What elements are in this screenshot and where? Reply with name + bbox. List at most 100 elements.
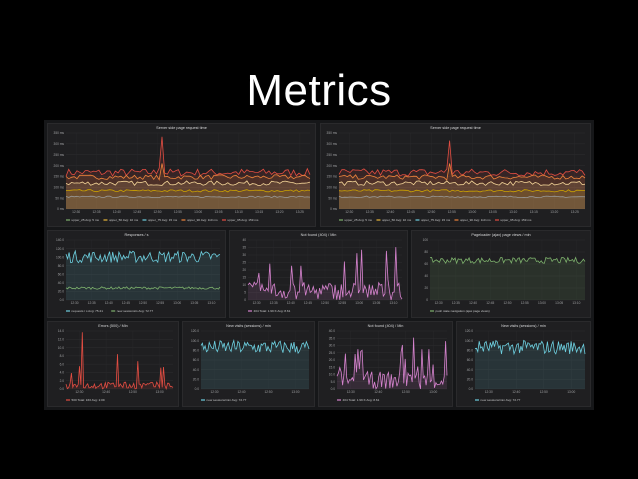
x-tick-label: 12:45 xyxy=(122,301,130,305)
panel-responses-per-second[interactable]: Responses / s 140.0 120.0 100.0 80.0 60.0 40.… xyxy=(47,230,226,318)
y-tick-label: 120.0 xyxy=(191,329,199,333)
y-tick-label: 0 xyxy=(244,298,246,302)
x-tick-label: 13:10 xyxy=(572,301,580,305)
x-tick-label: 12:40 xyxy=(113,210,121,214)
x-tick-label: 12:55 xyxy=(448,210,456,214)
series-line xyxy=(65,180,311,186)
series-fill xyxy=(339,196,585,209)
series-line xyxy=(338,189,586,193)
legend-label[interactable]: new sessions/min Avg: 72.77 xyxy=(481,398,521,402)
panel-title: Not found (404) / Min xyxy=(367,324,404,328)
y-tick-label: 10 xyxy=(242,283,246,287)
y-tick-label: 20.0 xyxy=(193,378,199,382)
y-tick-label: 20.0 xyxy=(58,290,64,294)
y-tick-label: 5.0 xyxy=(331,380,336,384)
series-line xyxy=(200,339,310,355)
y-tick-label: 60 xyxy=(424,262,428,266)
y-tick-label: 20.0 xyxy=(467,378,473,382)
series-fill xyxy=(201,340,309,389)
y-tick-label: 150 ms xyxy=(327,175,338,179)
series-line xyxy=(65,249,221,264)
y-tick-label: 40.0 xyxy=(58,281,64,285)
y-tick-label: 40.0 xyxy=(329,329,335,333)
panel-title: Server side page request time xyxy=(430,126,481,130)
legend-label[interactable]: new sessions/min Avg: 72.77 xyxy=(207,398,247,402)
series-line xyxy=(65,286,221,290)
y-tick-label: 100 ms xyxy=(54,185,65,189)
x-tick-label: 13:10 xyxy=(509,210,517,214)
x-tick-label: 12:50 xyxy=(154,210,162,214)
legend-label[interactable]: requests / s Avg: 75.21 xyxy=(72,309,104,313)
legend-label[interactable]: upper_75 Avg: 15 ms xyxy=(148,218,178,222)
x-tick-label: 13:00 xyxy=(156,390,164,394)
x-tick-label: 12:40 xyxy=(374,390,382,394)
x-tick-label: 12:30 xyxy=(347,390,355,394)
x-tick-label: 12:50 xyxy=(265,390,273,394)
series-fill xyxy=(475,340,585,389)
legend-label[interactable]: upper_50 Avg: 10 ms xyxy=(109,218,139,222)
legend-label[interactable]: push state navigation (ajax page views) xyxy=(436,309,490,313)
legend-label[interactable]: upper_90 Avg: 110 ms xyxy=(187,218,218,222)
panel-title: Responses / s xyxy=(124,233,149,237)
panel-request-time-1[interactable]: Server side page request time 350 ms 300 … xyxy=(47,123,316,227)
legend-label[interactable]: 404 Total: 1.99 K Avg: 8.61 xyxy=(343,398,380,402)
y-tick-label: 25.0 xyxy=(329,351,335,355)
x-tick-label: 13:10 xyxy=(235,210,243,214)
legend-label[interactable]: upper_95 Avg: 159 ms xyxy=(228,218,259,222)
panel-new-visits-1[interactable]: New visits (sessions) / min 120.0 100.0 80… xyxy=(182,321,315,407)
y-tick-label: 12.0 xyxy=(58,337,64,341)
series-fill xyxy=(339,140,585,209)
legend-label[interactable]: upper_25 Avg: 5 ms xyxy=(72,218,100,222)
x-tick-label: 12:45 xyxy=(407,210,415,214)
legend-label[interactable]: upper_25 Avg: 5 ms xyxy=(345,218,373,222)
panel-not-found-404[interactable]: Not found (404) / Min 40 35 30 25 20 15 10 5 0 12… xyxy=(229,230,408,318)
graph: 350 ms 300 ms 250 ms 200 ms 150 ms 100 ms 50 m… xyxy=(54,131,311,222)
x-tick-label: 13:15 xyxy=(530,210,538,214)
legend-label[interactable]: upper_90 Avg: 110 ms xyxy=(460,218,491,222)
y-tick-label: 0.0 xyxy=(469,387,474,391)
y-tick-label: 15 xyxy=(242,276,246,280)
x-tick-label: 12:45 xyxy=(133,210,141,214)
x-tick-label: 13:00 xyxy=(567,390,575,394)
panel-not-found-404-2[interactable]: Not found (404) / Min 40.0 35.0 30.0 25.0 20… xyxy=(318,321,453,407)
graph: 40.0 35.0 30.0 25.0 20.0 15.0 10.0 5.0 0.0 12:30 1… xyxy=(329,329,448,402)
x-tick-label: 12:40 xyxy=(512,390,520,394)
panel-errors-500[interactable]: Errors (500) / Min 14.0 12.0 10.0 8.0 6.0 4.0… xyxy=(47,321,179,407)
legend-label[interactable]: upper_95 Avg: 159 ms xyxy=(501,218,532,222)
panel-new-visits-2[interactable]: New visits (sessions) / min 120.0 100.0 80… xyxy=(456,321,591,407)
y-tick-label: 120.0 xyxy=(465,329,473,333)
series-line xyxy=(65,195,311,199)
x-tick-label: 12:50 xyxy=(402,390,410,394)
x-tick-label: 13:05 xyxy=(215,210,223,214)
y-tick-label: 0.0 xyxy=(195,387,200,391)
y-tick-label: 60.0 xyxy=(193,358,199,362)
x-tick-label: 12:55 xyxy=(338,301,346,305)
x-tick-label: 13:05 xyxy=(489,210,497,214)
graph: 120.0 100.0 80.0 60.0 40.0 20.0 0.0 12:30 12:40 1… xyxy=(465,329,586,402)
y-tick-label: 20.0 xyxy=(329,358,335,362)
y-tick-label: 200 ms xyxy=(54,164,65,168)
panel-pageloader-views[interactable]: Pageloader (ajax) page views / min 100 80… xyxy=(411,230,591,318)
series-line xyxy=(65,163,311,181)
y-tick-label: 6.0 xyxy=(60,362,65,366)
legend-label[interactable]: upper_75 Avg: 15 ms xyxy=(421,218,451,222)
y-tick-label: 40 xyxy=(242,238,246,242)
x-tick-label: 12:40 xyxy=(287,301,295,305)
series-fill xyxy=(66,189,310,209)
x-tick-label: 12:50 xyxy=(504,301,512,305)
x-tick-label: 12:40 xyxy=(238,390,246,394)
y-tick-label: 30 xyxy=(242,253,246,257)
y-tick-label: 50 ms xyxy=(55,196,64,200)
y-tick-label: 40.0 xyxy=(193,368,199,372)
legend-label[interactable]: upper_50 Avg: 10 ms xyxy=(382,218,412,222)
dashboard: Server side page request time 350 ms 300 … xyxy=(44,120,594,410)
y-tick-label: 14.0 xyxy=(58,329,64,333)
graph: 120.0 100.0 80.0 60.0 40.0 20.0 0.0 12:30 12:40 1… xyxy=(191,329,310,402)
panel-request-time-2[interactable]: Server side page request time 350 ms 300 … xyxy=(320,123,591,227)
y-tick-label: 60.0 xyxy=(467,358,473,362)
legend-label[interactable]: 500 Total: 163 Avg: 2.09 xyxy=(72,398,105,402)
panel-title: Not found (404) / Min xyxy=(300,233,337,237)
legend-label[interactable]: new sessions/s Avg: 72.77 xyxy=(117,309,154,313)
legend-label[interactable]: 404 Total: 1.99 K Avg: 8.61 xyxy=(254,309,291,313)
y-tick-label: 0.0 xyxy=(60,298,65,302)
